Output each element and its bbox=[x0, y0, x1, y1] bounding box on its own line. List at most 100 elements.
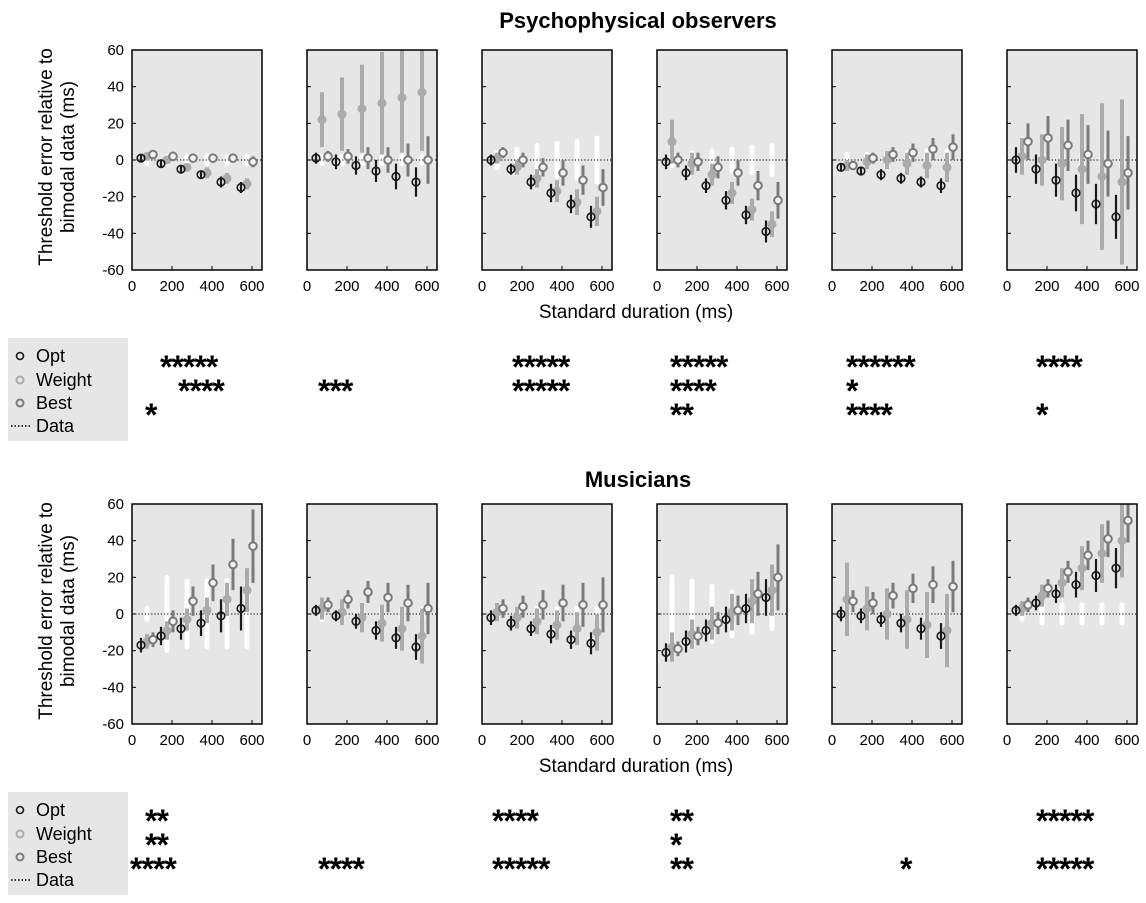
opt-point bbox=[1031, 164, 1041, 174]
opt-point bbox=[311, 605, 321, 615]
best-point bbox=[518, 601, 528, 612]
weight-point bbox=[377, 618, 387, 628]
best-point bbox=[773, 572, 783, 583]
significance-weight: *** bbox=[318, 373, 354, 409]
weight-point bbox=[1117, 536, 1127, 546]
legend-data-label: Data bbox=[36, 870, 75, 890]
weight-point bbox=[397, 93, 407, 103]
legend-background bbox=[8, 338, 128, 441]
x-tick-label: 400 bbox=[899, 278, 924, 295]
x-tick-label: 200 bbox=[159, 732, 184, 749]
weight-point bbox=[1017, 151, 1027, 161]
opt-point bbox=[566, 199, 576, 209]
x-tick-label: 400 bbox=[1074, 278, 1099, 295]
best-point bbox=[403, 155, 413, 165]
weight-point bbox=[337, 607, 347, 617]
best-point bbox=[928, 144, 938, 154]
opt-point bbox=[836, 609, 846, 619]
opt-point bbox=[741, 603, 751, 614]
best-point bbox=[598, 182, 608, 193]
opt-point bbox=[661, 157, 671, 167]
significance-best: ***** bbox=[1036, 851, 1095, 887]
x-tick-label: 0 bbox=[303, 732, 311, 749]
x-tick-label: 0 bbox=[478, 278, 486, 295]
legend-best-marker bbox=[15, 852, 25, 862]
weight-point bbox=[1097, 172, 1107, 181]
best-point bbox=[208, 153, 218, 163]
weight-point bbox=[202, 605, 212, 615]
opt-point bbox=[176, 624, 186, 634]
legend-opt-label: Opt bbox=[36, 346, 65, 366]
opt-point bbox=[856, 611, 866, 621]
best-point bbox=[188, 596, 198, 606]
best-point bbox=[713, 162, 723, 173]
best-point bbox=[248, 541, 258, 551]
weight-point bbox=[1077, 563, 1087, 573]
y-tick-label: -60 bbox=[102, 716, 124, 733]
x-tick-label: 0 bbox=[128, 278, 136, 295]
opt-point bbox=[331, 157, 341, 167]
x-tick-label: 0 bbox=[478, 732, 486, 749]
opt-point bbox=[1051, 175, 1061, 185]
best-point bbox=[1083, 550, 1093, 561]
best-point bbox=[713, 618, 723, 628]
best-point bbox=[578, 175, 588, 185]
best-point bbox=[1023, 136, 1033, 147]
y-tick-label: -60 bbox=[102, 262, 124, 279]
x-tick-label: 600 bbox=[939, 732, 964, 749]
opt-point bbox=[836, 162, 846, 172]
significance-weight: * bbox=[670, 827, 683, 863]
legend-background bbox=[8, 792, 128, 895]
weight-point bbox=[747, 205, 757, 214]
x-tick-label: 400 bbox=[199, 278, 224, 295]
significance-opt: ***** bbox=[512, 349, 571, 385]
weight-point bbox=[922, 161, 932, 170]
significance-best: **** bbox=[318, 851, 365, 887]
legend-weight-marker bbox=[15, 829, 25, 839]
best-point bbox=[928, 579, 938, 590]
best-point bbox=[323, 600, 333, 610]
best-point bbox=[773, 195, 783, 206]
y-tick-label: 60 bbox=[107, 42, 124, 59]
y-axis-label-line1: Threshold error relative to bbox=[36, 48, 57, 266]
opt-point bbox=[661, 647, 671, 658]
best-point bbox=[733, 605, 743, 616]
weight-point bbox=[242, 179, 252, 189]
y-tick-label: 0 bbox=[116, 606, 124, 623]
weight-point bbox=[552, 620, 562, 630]
weight-point bbox=[357, 613, 367, 623]
opt-point bbox=[391, 171, 401, 182]
best-point bbox=[538, 162, 548, 173]
best-point bbox=[1083, 149, 1093, 160]
opt-point bbox=[856, 166, 866, 176]
opt-point bbox=[1011, 605, 1021, 615]
best-point bbox=[1103, 534, 1113, 544]
significance-best: ** bbox=[670, 397, 694, 433]
weight-point bbox=[377, 98, 387, 108]
x-tick-label: 600 bbox=[589, 732, 614, 749]
best-point bbox=[848, 160, 858, 171]
weight-point bbox=[417, 631, 427, 641]
weight-point bbox=[882, 609, 892, 619]
opt-point bbox=[216, 177, 226, 187]
x-tick-label: 0 bbox=[828, 278, 836, 295]
opt-point bbox=[506, 164, 516, 174]
significance-opt: ***** bbox=[670, 349, 729, 385]
opt-point bbox=[411, 177, 421, 187]
y-tick-label: 0 bbox=[116, 152, 124, 169]
best-point bbox=[1063, 140, 1073, 151]
legend-best-label: Best bbox=[36, 393, 72, 413]
best-point bbox=[148, 149, 158, 160]
significance-weight: **** bbox=[670, 373, 717, 409]
significance-best: ** bbox=[670, 851, 694, 887]
opt-point bbox=[196, 170, 206, 180]
significance-best: ***** bbox=[492, 851, 551, 887]
opt-point bbox=[351, 616, 361, 626]
panel-6: 0 200 400 600***** bbox=[1003, 49, 1140, 433]
opt-point bbox=[236, 182, 246, 193]
weight-point bbox=[922, 620, 932, 630]
panel-2: 0 200 400 600 *** bbox=[303, 49, 440, 409]
best-point bbox=[498, 603, 508, 614]
opt-point bbox=[411, 642, 421, 652]
